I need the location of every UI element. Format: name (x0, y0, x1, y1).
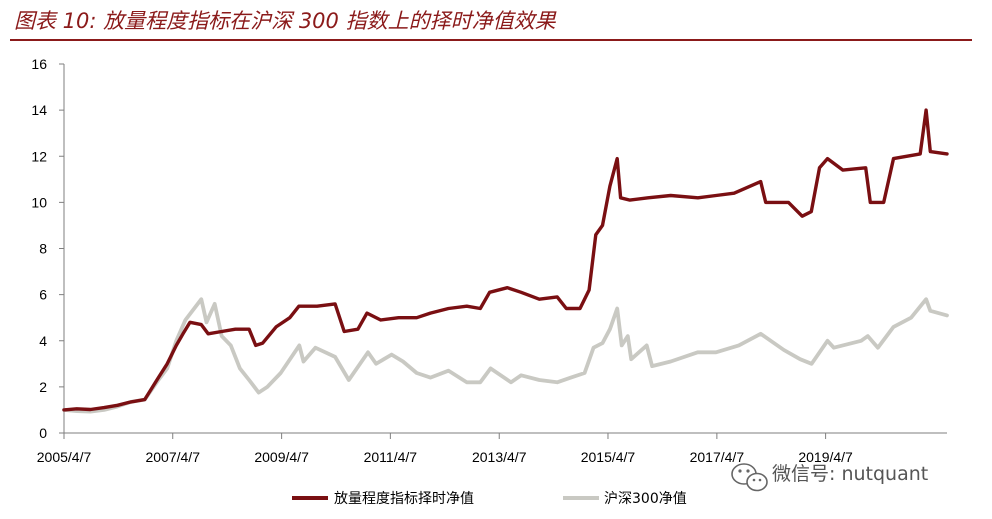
y-tick-label: 4 (39, 333, 47, 349)
series-layer (62, 108, 949, 414)
y-tick-label: 0 (39, 425, 47, 441)
y-tick-label: 16 (31, 56, 47, 72)
x-tick-label: 2011/4/7 (364, 449, 418, 465)
legend-label: 沪深300净值 (604, 491, 687, 507)
series-line-strategy (62, 108, 949, 412)
y-tick-label: 2 (39, 379, 47, 395)
watermark-text: 微信号: nutquant (772, 463, 928, 485)
x-tick-label: 2007/4/7 (145, 449, 200, 465)
figure-title: 图表 10: 放量程度指标在沪深 300 指数上的择时净值效果 (14, 9, 556, 33)
x-tick-label: 2017/4/7 (690, 449, 745, 465)
legend-label: 放量程度指标择时净值 (334, 491, 474, 507)
x-axis: 2005/4/7 2007/4/7 2009/4/7 2011/4/7 2013/4/7… (37, 432, 947, 465)
x-tick-label: 2013/4/7 (472, 449, 527, 465)
x-tick-label: 2009/4/7 (254, 449, 309, 465)
legend-item-index: 沪深300净值 (563, 491, 687, 507)
y-tick-label: 12 (31, 148, 47, 164)
x-tick-label: 2015/4/7 (581, 449, 636, 465)
legend-item-strategy: 放量程度指标择时净值 (292, 491, 474, 507)
watermark: 微信号: nutquant (731, 463, 928, 492)
y-tick-label: 14 (31, 102, 47, 118)
y-tick-label: 6 (39, 287, 47, 303)
wechat-icon (731, 463, 768, 492)
y-tick-label: 10 (31, 194, 47, 210)
title-underline (10, 39, 972, 41)
x-tick-label: 2019/4/7 (798, 449, 853, 465)
legend: 放量程度指标择时净值 沪深300净值 (292, 491, 687, 507)
series-line-index (62, 297, 949, 414)
x-tick-label: 2005/4/7 (37, 449, 92, 465)
y-tick-label: 8 (39, 241, 47, 257)
y-axis: 0 2 4 6 8 10 12 14 16 (31, 56, 65, 441)
